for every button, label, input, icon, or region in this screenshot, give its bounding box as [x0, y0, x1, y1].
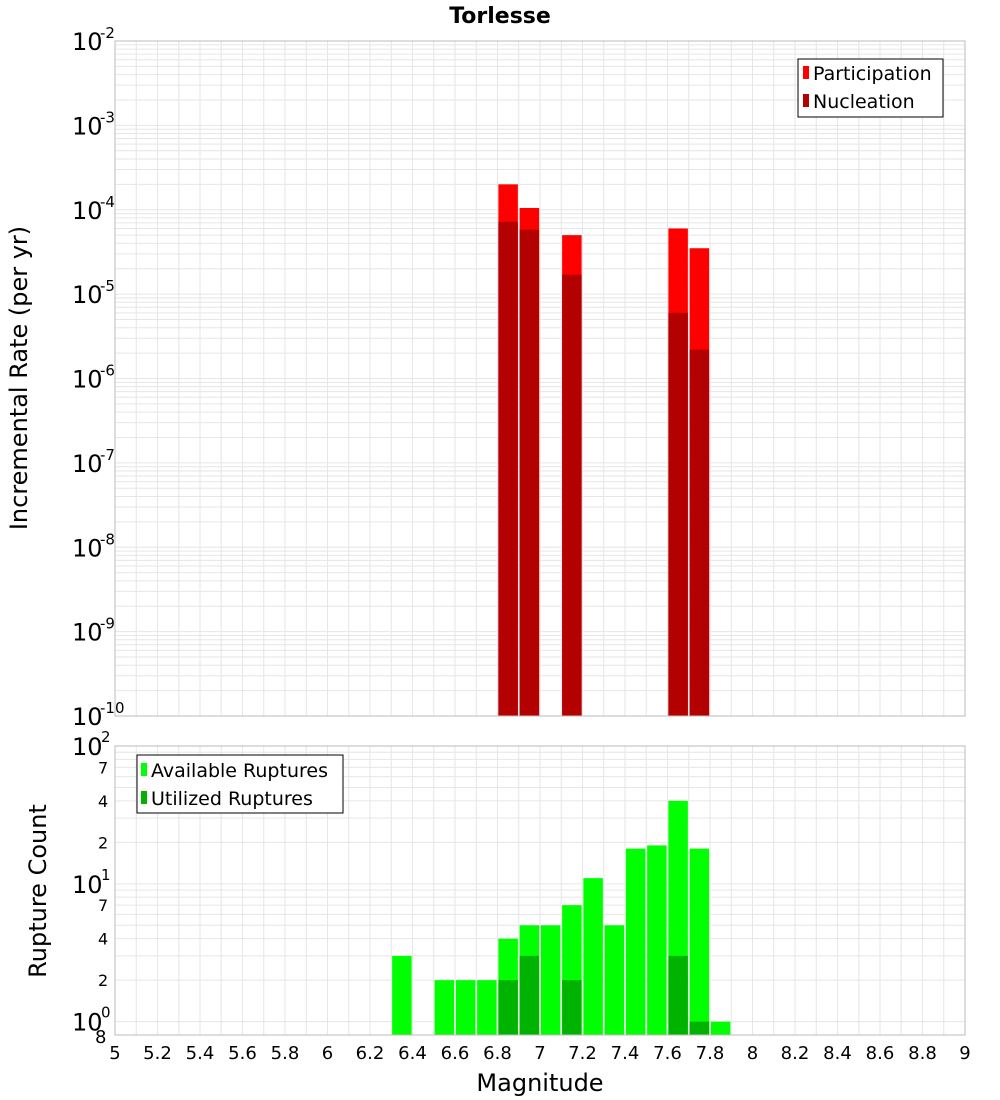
legend-swatch-nucleation — [803, 94, 809, 107]
bottom-y-minor-tick-label: 7 — [98, 896, 108, 915]
nucleation-bar — [668, 312, 688, 716]
x-tick-label: 5.2 — [143, 1043, 172, 1064]
x-tick-label: 7.4 — [611, 1043, 640, 1064]
legend-swatch-utilized-ruptures — [141, 791, 147, 804]
x-tick-label: 8.4 — [823, 1043, 852, 1064]
bottom-y-minor-tick-label: 2 — [98, 971, 108, 990]
x-tick-label: 7.8 — [696, 1043, 725, 1064]
top-y-tick-exponent: -5 — [100, 277, 115, 295]
top-y-tick-exponent: -8 — [100, 530, 115, 548]
available-ruptures-bar — [434, 980, 455, 1035]
bottom-y-minor-tick-label: 2 — [98, 833, 108, 852]
x-tick-label: 5.6 — [228, 1043, 257, 1064]
available-ruptures-bar — [477, 980, 497, 1035]
top-y-tick-label: 10 — [72, 112, 103, 140]
available-ruptures-bar — [647, 845, 667, 1035]
x-tick-label: 7.6 — [653, 1043, 682, 1064]
bottom-legend-box — [136, 754, 344, 814]
available-ruptures-bar — [710, 1021, 731, 1035]
legend-label-utilized-ruptures: Utilized Ruptures — [151, 788, 313, 810]
bottom-y-minor-tick-label: 7 — [98, 758, 108, 777]
nucleation-bar — [498, 221, 518, 716]
available-ruptures-bar — [583, 878, 603, 1035]
x-tick-label: 5.8 — [271, 1043, 300, 1064]
bottom-y-minor-tick-label: 4 — [98, 930, 108, 949]
x-tick-label: 6.4 — [398, 1043, 427, 1064]
bottom-y-tick-exponent: 2 — [101, 728, 111, 746]
x-tick-label: 8.2 — [781, 1043, 810, 1064]
top-y-tick-exponent: -6 — [100, 362, 115, 380]
top-y-tick-exponent: -9 — [100, 615, 115, 633]
bottom-y-tick-label: 10 — [72, 1009, 103, 1037]
top-y-tick-exponent: -7 — [100, 446, 115, 464]
x-tick-label: 7 — [534, 1043, 545, 1064]
top-y-tick-exponent: -2 — [100, 24, 115, 42]
legend-label-available-ruptures: Available Ruptures — [151, 760, 328, 782]
legend-label-nucleation: Nucleation — [813, 91, 915, 113]
bottom-y-axis-title: Rupture Count — [24, 804, 52, 978]
bottom-legend: Available Ruptures Utilized Ruptures — [136, 754, 344, 814]
utilized-ruptures-bar — [668, 955, 688, 1035]
legend-label-participation: Participation — [813, 63, 932, 85]
x-tick-label: 8 — [747, 1043, 758, 1064]
top-y-tick-label: 10 — [72, 450, 103, 478]
x-tick-label: 7.2 — [568, 1043, 597, 1064]
utilized-ruptures-bar — [498, 980, 518, 1035]
top-panel: 10-1010-910-810-710-610-510-410-310-2Par… — [72, 24, 966, 731]
top-y-tick-label: 10 — [72, 197, 103, 225]
bottom-y-tick-label: 10 — [72, 733, 103, 761]
x-tick-label: 6.8 — [483, 1043, 512, 1064]
x-tick-label: 8.8 — [908, 1043, 937, 1064]
top-y-tick-label: 10 — [72, 281, 103, 309]
top-y-tick-label: 10 — [72, 28, 103, 56]
bottom-plot-frame — [114, 745, 966, 1036]
top-y-tick-label: 10 — [72, 703, 103, 731]
top-legend-box — [797, 58, 944, 118]
nucleation-bar — [519, 229, 540, 717]
x-axis-tick-labels: 5 5.2 5.4 5.6 5.8 6 6.2 6.4 6.6 6.8 7 7.2 7.4 7.6 7.8 8… — [109, 1043, 970, 1064]
bottom-y-tick-exponent: 0 — [101, 1004, 111, 1022]
top-y-tick-label: 10 — [72, 534, 103, 562]
x-tick-label: 6.6 — [441, 1043, 470, 1064]
x-tick-label: 8.6 — [866, 1043, 895, 1064]
nucleation-bar — [689, 349, 710, 716]
x-tick-label: 5 — [109, 1043, 120, 1064]
x-tick-label: 5.4 — [186, 1043, 215, 1064]
top-y-tick-label: 10 — [72, 619, 103, 647]
legend-swatch-participation — [803, 66, 809, 79]
top-y-tick-exponent: -10 — [100, 699, 125, 717]
available-ruptures-bar — [392, 955, 412, 1035]
chart-title: Torlesse — [449, 4, 551, 29]
top-y-tick-label: 10 — [72, 366, 103, 394]
bottom-y-minor-tick-label: 8 — [95, 1027, 106, 1048]
x-axis-title: Magnitude — [476, 1069, 603, 1097]
top-plot-frame — [114, 40, 966, 717]
top-y-tick-exponent: -4 — [100, 193, 115, 211]
utilized-ruptures-bar — [519, 955, 540, 1035]
top-grid — [114, 41, 966, 717]
nucleation-bar — [562, 274, 582, 716]
available-ruptures-bar — [540, 925, 561, 1035]
bottom-y-tick-label: 10 — [72, 871, 103, 899]
x-tick-label: 9 — [959, 1043, 970, 1064]
bottom-y-tick-exponent: 1 — [101, 866, 111, 884]
available-ruptures-bar — [689, 848, 710, 1035]
x-tick-label: 6 — [322, 1043, 333, 1064]
legend-swatch-available-ruptures — [141, 763, 147, 776]
top-y-axis-title: Incremental Rate (per yr) — [5, 226, 33, 530]
utilized-ruptures-bar — [562, 980, 582, 1035]
top-legend: Participation Nucleation — [797, 58, 944, 118]
available-ruptures-bar — [625, 848, 646, 1035]
utilized-ruptures-bar — [689, 1021, 710, 1035]
bottom-y-minor-tick-label: 4 — [98, 792, 108, 811]
available-ruptures-bar — [604, 925, 625, 1035]
top-y-tick-exponent: -3 — [100, 108, 115, 126]
available-ruptures-bar — [455, 980, 476, 1035]
x-tick-label: 6.2 — [356, 1043, 385, 1064]
